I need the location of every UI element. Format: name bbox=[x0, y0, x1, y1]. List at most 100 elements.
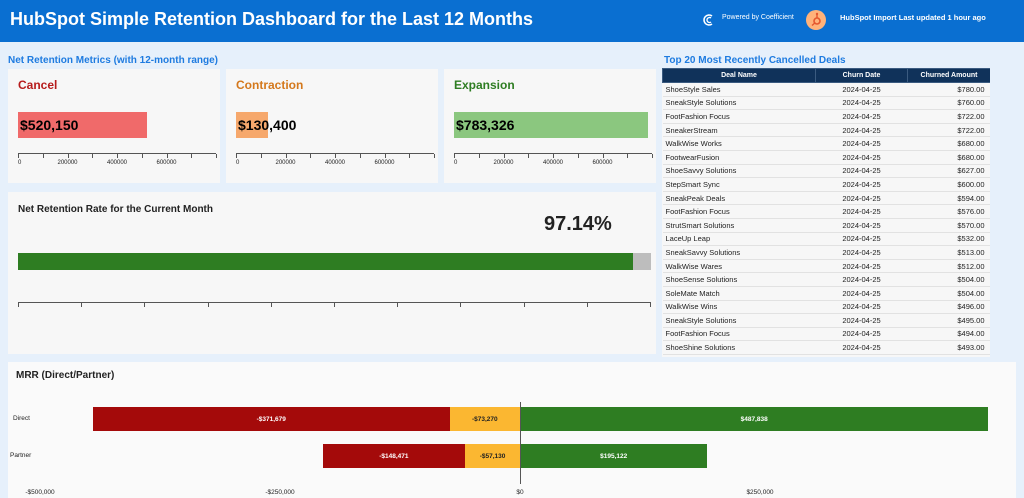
axis-tick bbox=[652, 154, 653, 158]
axis-tick-label: 200000 bbox=[493, 160, 514, 166]
table-row[interactable]: ShoeSavvy Solutions 2024-04-25 $627.00 bbox=[662, 164, 990, 179]
deal-name-cell: SneakerStream bbox=[662, 123, 816, 138]
churned-amount-cell: $504.00 bbox=[907, 272, 990, 287]
axis-tick bbox=[397, 303, 399, 307]
churn-date-cell: 2024-04-25 bbox=[815, 123, 908, 138]
axis-tick bbox=[67, 154, 69, 158]
churned-amount-cell: $680.00 bbox=[907, 136, 990, 151]
mrr-bar-segment: $195,122 bbox=[520, 444, 708, 468]
table-row[interactable]: StrutSmart Solutions 2024-04-25 $570.00 bbox=[662, 218, 990, 233]
churned-amount-cell: $680.00 bbox=[907, 150, 990, 165]
axis-tick bbox=[270, 303, 272, 307]
axis-tick bbox=[434, 154, 435, 158]
column-header-churn-date[interactable]: Churn Date bbox=[815, 68, 908, 83]
deal-name-cell: WalkWise Works bbox=[662, 136, 816, 151]
churn-date-cell: 2024-04-25 bbox=[815, 150, 908, 165]
deal-name-cell: ShoeShine Solutions bbox=[662, 340, 816, 355]
table-row[interactable]: SneakerStream 2024-04-25 $722.00 bbox=[662, 123, 990, 138]
axis-tick-label: 600000 bbox=[156, 160, 177, 166]
churn-date-cell: 2024-04-25 bbox=[815, 191, 908, 206]
axis-tick-label: 0 bbox=[454, 160, 458, 166]
axis-tick bbox=[359, 154, 361, 158]
churned-amount-cell: $504.00 bbox=[907, 286, 990, 301]
table-row[interactable]: SneakStyle Solutions 2024-04-25 $760.00 bbox=[662, 96, 990, 111]
table-row[interactable]: ShoeStyle Sales 2024-04-25 $780.00 bbox=[662, 82, 990, 97]
axis-tick-label: 400000 bbox=[542, 160, 564, 166]
deal-name-cell: SneakPeak Deals bbox=[662, 191, 816, 206]
axis-tick-label: 600000 bbox=[374, 160, 395, 166]
deal-name-cell: StrutSmart Solutions bbox=[662, 218, 816, 233]
table-row[interactable]: ShoeShine Solutions 2024-04-25 $493.00 bbox=[662, 340, 990, 355]
axis-tick bbox=[528, 154, 530, 158]
nrr-card: Net Retention Rate for the Current Month… bbox=[8, 192, 656, 354]
dashboard-header: HubSpot Simple Retention Dashboard for t… bbox=[0, 0, 1024, 42]
table-row[interactable]: WalkWise Wins 2024-04-25 $496.00 bbox=[662, 300, 990, 315]
churn-date-cell: 2024-04-25 bbox=[815, 300, 908, 315]
churn-date-cell: 2024-04-25 bbox=[815, 177, 908, 192]
table-row[interactable]: SoleMate Match 2024-04-25 $504.00 bbox=[662, 286, 990, 301]
column-header-churned-amount[interactable]: Churned Amount bbox=[907, 68, 990, 83]
deal-name-cell: FootFashion Focus bbox=[662, 204, 816, 219]
churn-date-cell: 2024-04-25 bbox=[815, 136, 908, 151]
churn-date-cell: 2024-04-25 bbox=[815, 232, 908, 247]
axis-tick bbox=[42, 154, 44, 158]
deal-name-cell: StepSmart Sync bbox=[662, 177, 816, 192]
axis-tick bbox=[285, 154, 287, 158]
axis-tick bbox=[627, 154, 629, 158]
expansion-value: $783,326 bbox=[456, 117, 515, 133]
deal-name-cell: ShoeStyle Sales bbox=[662, 82, 816, 97]
mrr-bar-segment: -$57,130 bbox=[465, 444, 520, 468]
table-row[interactable]: FootwearFusion 2024-04-25 $680.00 bbox=[662, 150, 990, 165]
nrr-axis bbox=[18, 302, 651, 307]
coefficient-logo-icon bbox=[703, 14, 713, 26]
churned-amount-cell: $780.00 bbox=[907, 82, 990, 97]
axis-tick bbox=[236, 154, 237, 158]
column-header-deal-name[interactable]: Deal Name bbox=[662, 68, 816, 83]
mrr-bar-segment: -$148,471 bbox=[322, 444, 466, 468]
churned-amount-cell: $722.00 bbox=[907, 123, 990, 138]
axis-tick-label: 200000 bbox=[57, 160, 78, 166]
table-row[interactable]: ShoeSense Solutions 2024-04-25 $504.00 bbox=[662, 272, 990, 287]
axis-tick bbox=[260, 154, 262, 158]
mrr-axis-tick-label: -$500,000 bbox=[25, 489, 55, 496]
table-row[interactable]: LaceUp Leap 2024-04-25 $532.00 bbox=[662, 232, 990, 247]
deal-name-cell: SneakSavvy Solutions bbox=[662, 245, 816, 260]
axis-tick bbox=[650, 303, 651, 307]
table-row[interactable]: WalkWise Works 2024-04-25 $680.00 bbox=[662, 136, 990, 151]
deals-section-title: Top 20 Most Recently Cancelled Deals bbox=[664, 55, 846, 66]
table-row[interactable]: SneakSavvy Solutions 2024-04-25 $513.00 bbox=[662, 245, 990, 260]
churned-amount-cell: $760.00 bbox=[907, 96, 990, 111]
contraction-value: $130,400 bbox=[238, 117, 297, 133]
axis-tick bbox=[117, 154, 118, 158]
churn-date-cell: 2024-04-25 bbox=[815, 286, 908, 301]
churned-amount-cell: $570.00 bbox=[907, 218, 990, 233]
deal-name-cell: SneakStyle Solutions bbox=[662, 96, 816, 111]
deal-name-cell: WalkWise Wins bbox=[662, 300, 816, 315]
mrr-axis-tick-label: $0 bbox=[516, 489, 524, 496]
table-row[interactable]: WalkWise Wares 2024-04-25 $512.00 bbox=[662, 259, 990, 274]
table-row[interactable]: SneakPeak Deals 2024-04-25 $594.00 bbox=[662, 191, 990, 206]
churn-date-cell: 2024-04-25 bbox=[815, 327, 908, 342]
axis-tick bbox=[334, 303, 335, 307]
nrr-bar-fill bbox=[18, 253, 633, 270]
table-header-row: Deal Name Churn Date Churned Amount bbox=[662, 68, 990, 83]
table-row[interactable]: FootFashion Focus 2024-04-25 $494.00 bbox=[662, 327, 990, 342]
table-row[interactable]: StepSmart Sync 2024-04-25 $600.00 bbox=[662, 177, 990, 192]
deal-name-cell: SoleMate Match bbox=[662, 286, 816, 301]
axis-tick-label: 400000 bbox=[106, 160, 128, 166]
mrr-chart-title: MRR (Direct/Partner) bbox=[16, 370, 115, 381]
mrr-bar-segment: -$73,270 bbox=[449, 407, 520, 431]
table-row[interactable]: FootFashion Focus 2024-04-25 $722.00 bbox=[662, 109, 990, 124]
table-row[interactable]: SneakStyle Solutions 2024-04-25 $495.00 bbox=[662, 313, 990, 328]
cancel-card: Cancel $520,150 0 200000 400000 600000 bbox=[8, 69, 220, 183]
axis-tick bbox=[216, 154, 217, 158]
axis-tick bbox=[454, 154, 455, 158]
churn-date-cell: 2024-04-25 bbox=[815, 313, 908, 328]
mrr-zero-line bbox=[520, 402, 521, 484]
table-row[interactable]: FootFashion Focus 2024-04-25 $576.00 bbox=[662, 204, 990, 219]
mrr-chart: MRR (Direct/Partner) Direct -$73,270 -$371… bbox=[8, 362, 1016, 498]
mrr-bar-segment: $487,838 bbox=[520, 407, 989, 431]
cancel-bar bbox=[18, 112, 147, 138]
cancel-label: Cancel bbox=[18, 78, 58, 92]
axis-tick bbox=[81, 303, 83, 307]
